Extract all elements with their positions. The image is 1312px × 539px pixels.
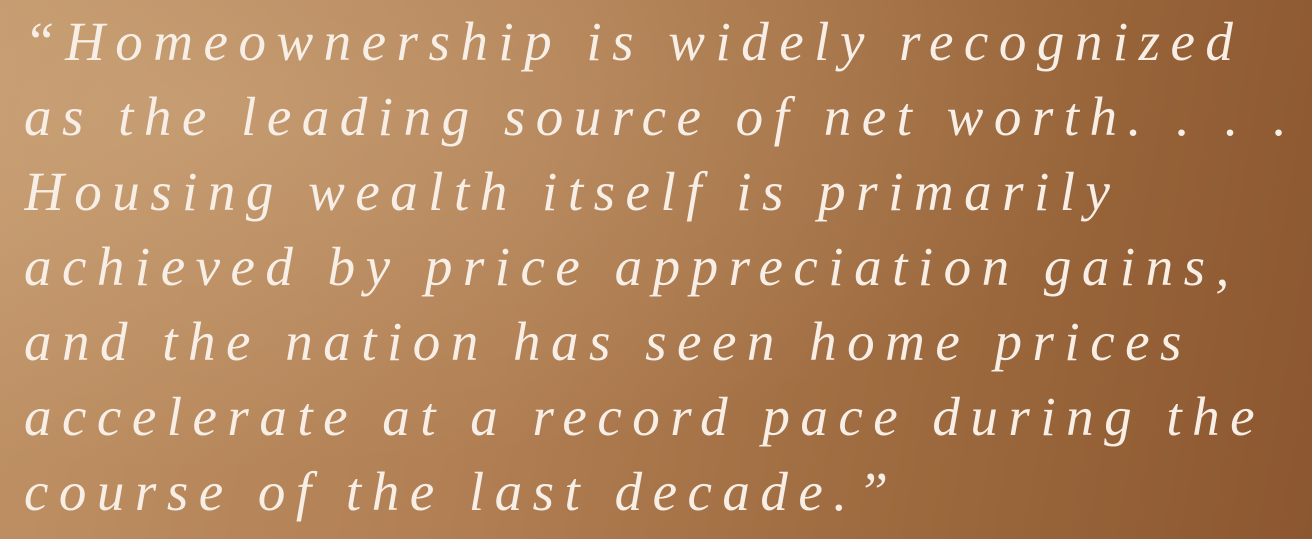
quote-line: as the leading source of net worth. . . … (24, 86, 1298, 147)
quote-line: and the nation has seen home prices (24, 311, 1192, 372)
quote-line: Housing wealth itself is primarily (24, 161, 1121, 222)
quote-line: achieved by price appreciation gains, (24, 236, 1240, 297)
quote-line: “Homeownership is widely recognized (24, 11, 1244, 72)
quote-line: accelerate at a record pace during the (24, 386, 1266, 447)
quote-line: course of the last decade.” (24, 461, 899, 522)
quote-text: “Homeownership is widely recognized as th… (24, 4, 1312, 529)
